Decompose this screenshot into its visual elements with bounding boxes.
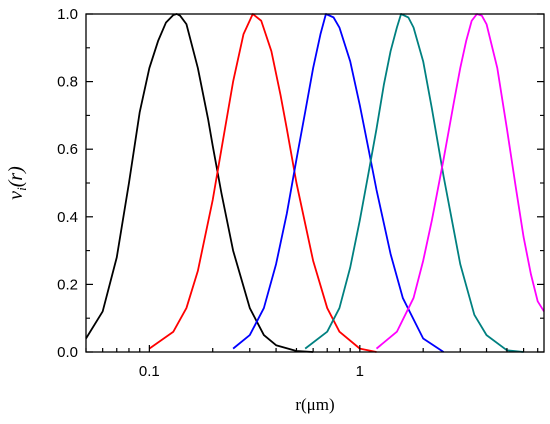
series-line-5 bbox=[375, 13, 545, 350]
y-tick-label: 0.0 bbox=[57, 344, 78, 361]
y-tick-label: 0.4 bbox=[57, 209, 78, 226]
series-line-3 bbox=[232, 13, 445, 353]
y-axis-title-subscript: i bbox=[14, 187, 29, 191]
x-tick-label: 0.1 bbox=[139, 363, 160, 380]
y-axis: 0.0 0.2 0.4 0.6 0.8 1.0 bbox=[57, 6, 544, 361]
y-tick-label: 1.0 bbox=[57, 6, 78, 23]
y-tick-label: 0.6 bbox=[57, 141, 78, 158]
y-axis-title-suffix: (r) bbox=[5, 166, 27, 187]
y-axis-title-main: v bbox=[5, 191, 27, 200]
series-layer bbox=[85, 13, 545, 353]
plot-frame bbox=[85, 13, 545, 353]
y-axis-title: vi(r) bbox=[5, 166, 29, 200]
series-line-1 bbox=[85, 13, 314, 353]
series-line-2 bbox=[148, 13, 377, 353]
y-tick-label: 0.2 bbox=[57, 276, 78, 293]
y-tick-label: 0.8 bbox=[57, 74, 78, 91]
x-tick-label: 1 bbox=[356, 363, 364, 380]
series-line-4 bbox=[304, 13, 524, 353]
x-axis: 0.1 1 bbox=[85, 345, 539, 380]
x-axis-title: r(μm) bbox=[295, 395, 334, 414]
